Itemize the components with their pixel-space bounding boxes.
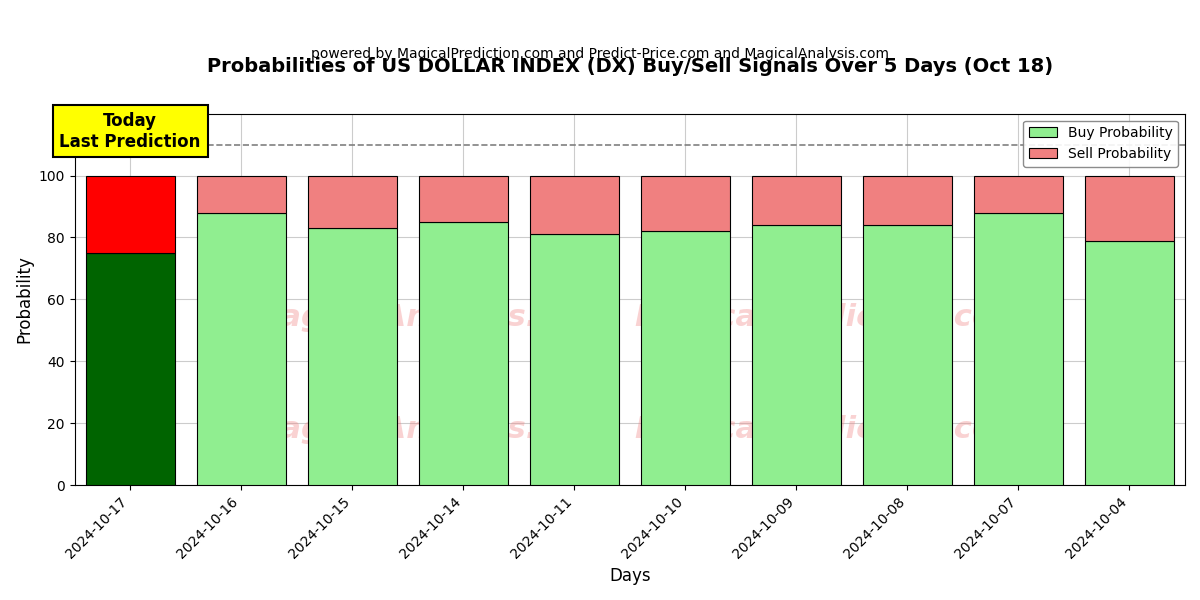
Bar <box>85 176 174 253</box>
Bar <box>863 225 952 485</box>
Bar <box>197 176 286 213</box>
Text: MagicalAnalysis.com: MagicalAnalysis.com <box>251 415 610 444</box>
Bar <box>974 213 1063 485</box>
Text: Today
Last Prediction: Today Last Prediction <box>60 112 200 151</box>
Text: MagicalPrediction.com: MagicalPrediction.com <box>635 415 1025 444</box>
Bar <box>85 253 174 485</box>
Bar <box>419 176 508 222</box>
Bar <box>1085 241 1174 485</box>
Y-axis label: Probability: Probability <box>16 256 34 343</box>
Legend: Buy Probability, Sell Probability: Buy Probability, Sell Probability <box>1024 121 1178 167</box>
Bar <box>530 176 619 235</box>
Text: powered by MagicalPrediction.com and Predict-Price.com and MagicalAnalysis.com: powered by MagicalPrediction.com and Pre… <box>311 47 889 61</box>
Bar <box>752 225 841 485</box>
Bar <box>974 176 1063 213</box>
Bar <box>530 235 619 485</box>
Bar <box>641 176 730 232</box>
Title: Probabilities of US DOLLAR INDEX (DX) Buy/Sell Signals Over 5 Days (Oct 18): Probabilities of US DOLLAR INDEX (DX) Bu… <box>206 57 1052 76</box>
Bar <box>863 176 952 225</box>
Bar <box>308 228 397 485</box>
Bar <box>308 176 397 228</box>
Text: MagicalPrediction.com: MagicalPrediction.com <box>635 304 1025 332</box>
Bar <box>1085 176 1174 241</box>
Bar <box>641 232 730 485</box>
Text: MagicalAnalysis.com: MagicalAnalysis.com <box>251 304 610 332</box>
Bar <box>197 213 286 485</box>
Bar <box>752 176 841 225</box>
Bar <box>419 222 508 485</box>
X-axis label: Days: Days <box>610 567 650 585</box>
